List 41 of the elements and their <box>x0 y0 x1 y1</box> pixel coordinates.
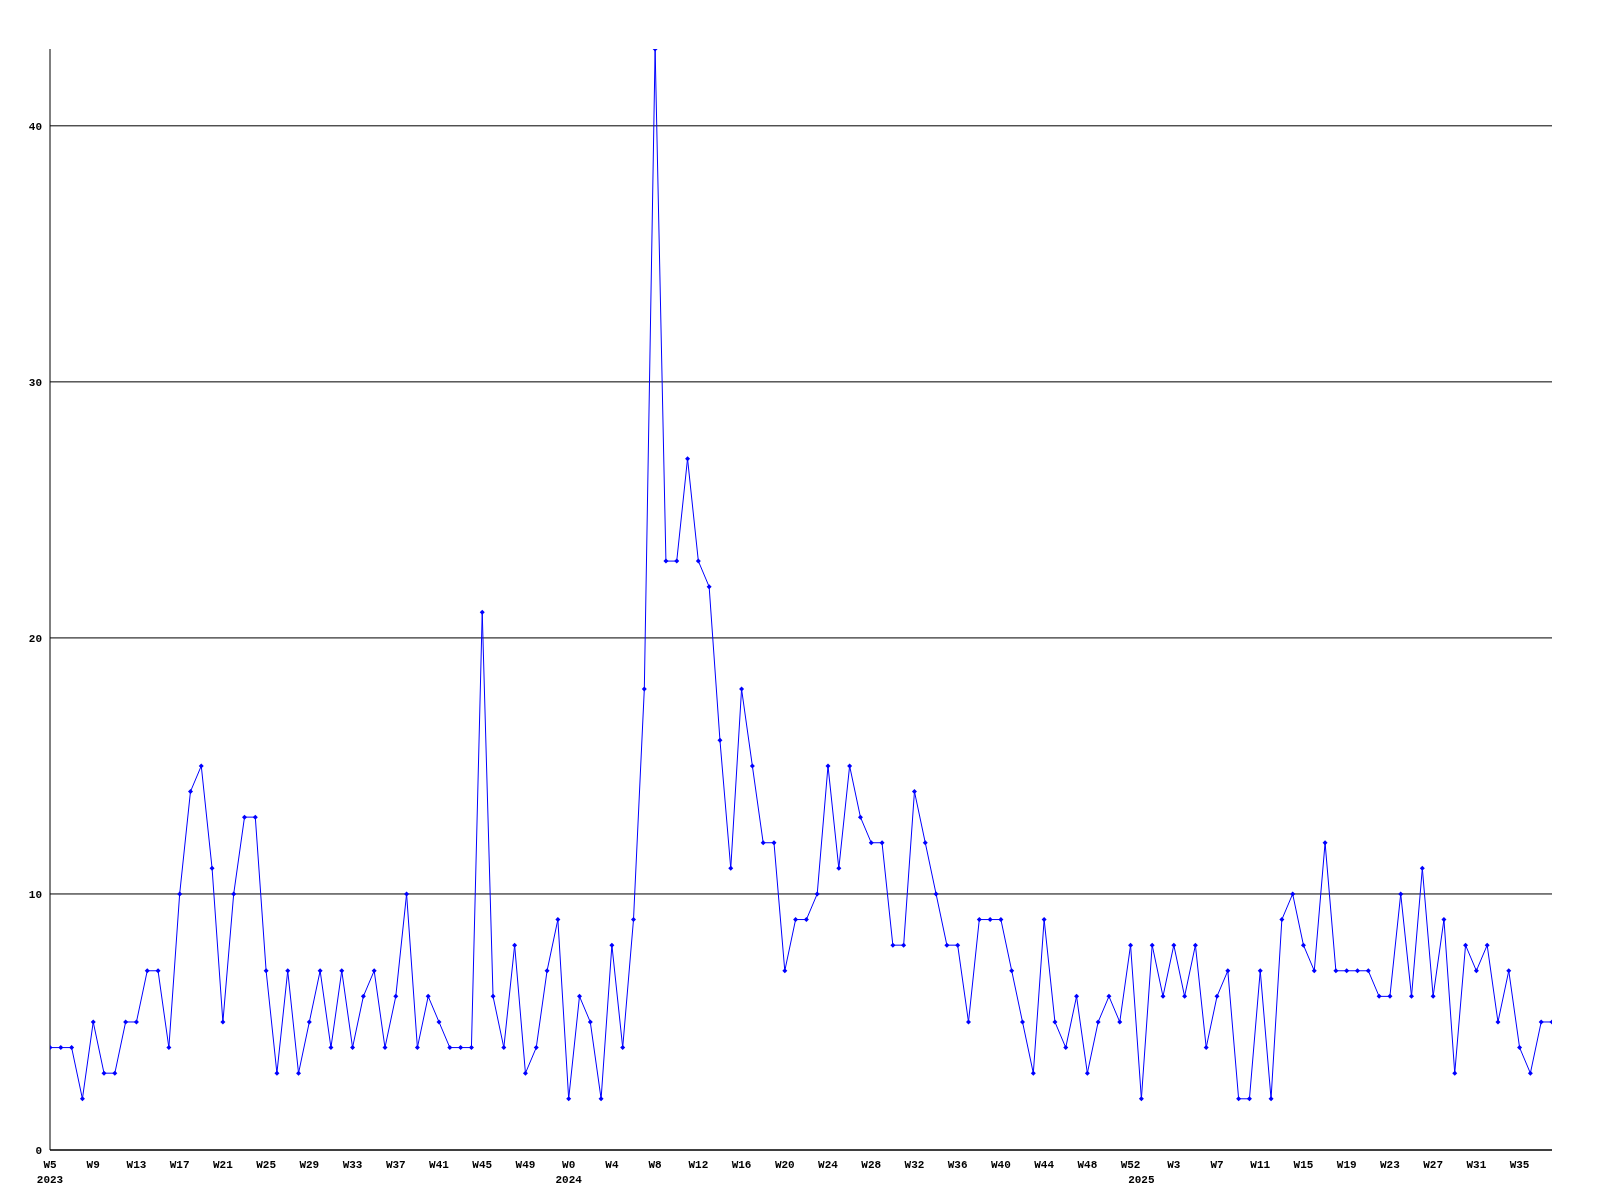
x-tick-label: W13 <box>126 1159 147 1171</box>
y-tick-label: 30 <box>28 376 42 389</box>
x-tick-label: W52 <box>1120 1159 1141 1171</box>
x-tick-label: W23 <box>1380 1159 1401 1171</box>
x-tick-label: W11 <box>1250 1159 1271 1171</box>
x-tick-label: W45 <box>472 1159 493 1171</box>
x-tick-label: W8 <box>648 1159 663 1171</box>
x-tick-label: W35 <box>1509 1159 1530 1171</box>
x-tick-label: W17 <box>169 1159 190 1171</box>
y-tick-label: 20 <box>28 632 42 645</box>
x-tick-label: W9 <box>86 1159 100 1171</box>
x-tick-label: W15 <box>1293 1159 1314 1171</box>
x-tick-label: W21 <box>212 1159 234 1171</box>
x-tick-label: W3 <box>1167 1159 1181 1171</box>
x-tick-label: W24 <box>818 1159 839 1171</box>
x-tick-label: W49 <box>515 1159 536 1171</box>
x-tick-label: W44 <box>1034 1159 1055 1171</box>
x-tick-label: W40 <box>991 1159 1011 1171</box>
x-tick-label: W20 <box>774 1159 795 1171</box>
x-tick-label: W37 <box>385 1159 406 1171</box>
x-tick-label: W16 <box>731 1159 752 1171</box>
x-tick-label: W36 <box>947 1159 968 1171</box>
x-tick-label: W4 <box>605 1159 619 1171</box>
x-tick-label: W12 <box>688 1159 709 1171</box>
x-tick-label: W19 <box>1336 1159 1357 1171</box>
x-tick-label: W33 <box>342 1159 363 1171</box>
y-tick-label: 40 <box>28 120 42 133</box>
x-tick-label: W25 <box>256 1159 277 1171</box>
x-tick-label: W31 <box>1466 1159 1487 1171</box>
y-tick-label: 0 <box>35 1144 42 1157</box>
x-tick-label: W7 <box>1210 1159 1224 1171</box>
x-tick-label: W41 <box>429 1159 450 1171</box>
x-tick-label: W0 2024 <box>555 1159 583 1186</box>
x-tick-label: W28 <box>861 1159 882 1171</box>
x-tick-label: W5 2023 <box>36 1159 64 1186</box>
x-tick-label: W29 <box>299 1159 320 1171</box>
y-tick-label: 10 <box>28 888 42 901</box>
x-tick-label: W27 <box>1423 1159 1444 1171</box>
x-tick-label: W32 <box>904 1159 925 1171</box>
x-tick-label: 2025 <box>1128 1174 1155 1186</box>
x-tick-label: W48 <box>1077 1159 1098 1171</box>
